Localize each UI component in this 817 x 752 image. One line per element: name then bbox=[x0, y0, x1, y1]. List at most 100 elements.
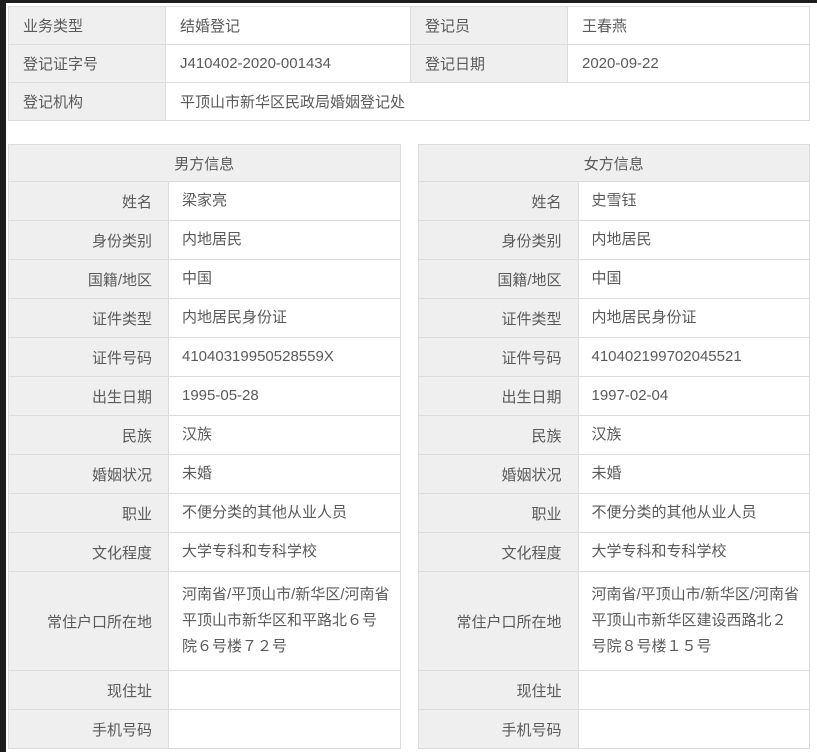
field-label: 民族 bbox=[417, 415, 579, 455]
table-row: 登记证字号 J410402-2020-001434 登记日期 2020-09-2… bbox=[8, 44, 810, 83]
table-row: 常住户口所在地 河南省/平顶山市/新华区/河南省平顶山市新华区建设西路北２号院８… bbox=[417, 571, 810, 671]
field-value: 史雪钰 bbox=[577, 181, 810, 221]
field-value: 中国 bbox=[168, 259, 401, 299]
field-label: 登记证字号 bbox=[8, 44, 166, 83]
table-row: 业务类型 结婚登记 登记员 王春燕 bbox=[8, 6, 810, 45]
field-value: 内地居民 bbox=[577, 220, 810, 260]
field-label: 证件类型 bbox=[417, 298, 579, 338]
field-label: 身份类别 bbox=[8, 220, 169, 260]
field-label: 职业 bbox=[8, 493, 169, 533]
screenshot-left-edge bbox=[0, 0, 6, 752]
field-value: 汉族 bbox=[577, 415, 810, 455]
field-value: 结婚登记 bbox=[165, 6, 411, 45]
field-value: 河南省/平顶山市/新华区/河南省平顶山市新华区建设西路北２号院８号楼１５号 bbox=[577, 571, 810, 671]
field-value: 41040319950528559X bbox=[168, 337, 401, 377]
field-value: 平顶山市新华区民政局婚姻登记处 bbox=[165, 82, 810, 121]
table-row: 女方信息 bbox=[417, 144, 810, 182]
table-row: 民族 汉族 bbox=[8, 415, 401, 455]
field-value: 王春燕 bbox=[567, 6, 810, 45]
field-value: 1997-02-04 bbox=[577, 376, 810, 416]
field-label: 婚姻状况 bbox=[8, 454, 169, 494]
table-row: 现住址 bbox=[417, 670, 810, 710]
field-label: 登记日期 bbox=[410, 44, 568, 83]
table-row: 证件号码 41040319950528559X bbox=[8, 337, 401, 377]
field-label: 证件号码 bbox=[417, 337, 579, 377]
field-value: 大学专科和专科学校 bbox=[577, 532, 810, 572]
table-row: 男方信息 bbox=[8, 144, 401, 182]
field-value bbox=[577, 709, 810, 749]
field-label: 手机号码 bbox=[8, 709, 169, 749]
table-row: 文化程度 大学专科和专科学校 bbox=[8, 532, 401, 572]
table-row: 国籍/地区 中国 bbox=[417, 259, 810, 299]
person-table-title: 女方信息 bbox=[417, 144, 810, 182]
table-row: 手机号码 bbox=[8, 709, 401, 749]
table-row: 姓名 史雪钰 bbox=[417, 181, 810, 221]
field-label: 登记机构 bbox=[8, 82, 166, 121]
field-value: 河南省/平顶山市/新华区/河南省平顶山市新华区和平路北６号院６号楼７２号 bbox=[168, 571, 401, 671]
table-row: 身份类别 内地居民 bbox=[8, 220, 401, 260]
field-value: 不便分类的其他从业人员 bbox=[577, 493, 810, 533]
table-row: 婚姻状况 未婚 bbox=[8, 454, 401, 494]
field-value bbox=[577, 670, 810, 710]
table-row: 国籍/地区 中国 bbox=[8, 259, 401, 299]
field-value: 1995-05-28 bbox=[168, 376, 401, 416]
person-table-title: 男方信息 bbox=[8, 144, 401, 182]
field-value bbox=[168, 670, 401, 710]
table-row: 证件号码 410402199702045521 bbox=[417, 337, 810, 377]
table-row: 出生日期 1997-02-04 bbox=[417, 376, 810, 416]
table-row: 证件类型 内地居民身份证 bbox=[417, 298, 810, 338]
field-value: 梁家亮 bbox=[168, 181, 401, 221]
field-label: 现住址 bbox=[417, 670, 579, 710]
field-label: 证件类型 bbox=[8, 298, 169, 338]
table-row: 手机号码 bbox=[417, 709, 810, 749]
field-label: 职业 bbox=[417, 493, 579, 533]
female-info-table: 女方信息 姓名 史雪钰 身份类别 内地居民 国籍/地区 中国 证件类型 内地居民… bbox=[417, 144, 811, 749]
field-value: 410402199702045521 bbox=[577, 337, 810, 377]
table-row: 民族 汉族 bbox=[417, 415, 810, 455]
field-label: 现住址 bbox=[8, 670, 169, 710]
field-label: 文化程度 bbox=[417, 532, 579, 572]
field-label: 婚姻状况 bbox=[417, 454, 579, 494]
field-label: 业务类型 bbox=[8, 6, 166, 45]
field-label: 身份类别 bbox=[417, 220, 579, 260]
table-row: 身份类别 内地居民 bbox=[417, 220, 810, 260]
field-value: 内地居民身份证 bbox=[577, 298, 810, 338]
table-row: 婚姻状况 未婚 bbox=[417, 454, 810, 494]
field-value: 2020-09-22 bbox=[567, 44, 810, 83]
field-label: 民族 bbox=[8, 415, 169, 455]
field-value: 未婚 bbox=[168, 454, 401, 494]
field-value: 内地居民身份证 bbox=[168, 298, 401, 338]
screenshot-top-edge bbox=[0, 0, 817, 3]
field-value: 未婚 bbox=[577, 454, 810, 494]
field-label: 登记员 bbox=[410, 6, 568, 45]
table-row: 出生日期 1995-05-28 bbox=[8, 376, 401, 416]
table-row: 职业 不便分类的其他从业人员 bbox=[8, 493, 401, 533]
table-row: 登记机构 平顶山市新华区民政局婚姻登记处 bbox=[8, 82, 810, 121]
field-value: J410402-2020-001434 bbox=[165, 44, 411, 83]
field-label: 出生日期 bbox=[417, 376, 579, 416]
table-row: 姓名 梁家亮 bbox=[8, 181, 401, 221]
field-value: 不便分类的其他从业人员 bbox=[168, 493, 401, 533]
male-info-table: 男方信息 姓名 梁家亮 身份类别 内地居民 国籍/地区 中国 证件类型 内地居民… bbox=[8, 144, 401, 749]
table-row: 常住户口所在地 河南省/平顶山市/新华区/河南省平顶山市新华区和平路北６号院６号… bbox=[8, 571, 401, 671]
field-label: 文化程度 bbox=[8, 532, 169, 572]
field-label: 常住户口所在地 bbox=[417, 571, 579, 671]
field-label: 姓名 bbox=[8, 181, 169, 221]
field-label: 出生日期 bbox=[8, 376, 169, 416]
field-label: 手机号码 bbox=[417, 709, 579, 749]
field-value: 内地居民 bbox=[168, 220, 401, 260]
field-value: 大学专科和专科学校 bbox=[168, 532, 401, 572]
field-label: 国籍/地区 bbox=[8, 259, 169, 299]
table-row: 证件类型 内地居民身份证 bbox=[8, 298, 401, 338]
table-row: 职业 不便分类的其他从业人员 bbox=[417, 493, 810, 533]
field-label: 证件号码 bbox=[8, 337, 169, 377]
field-label: 国籍/地区 bbox=[417, 259, 579, 299]
table-row: 现住址 bbox=[8, 670, 401, 710]
field-value: 中国 bbox=[577, 259, 810, 299]
registration-summary-table: 业务类型 结婚登记 登记员 王春燕 登记证字号 J410402-2020-001… bbox=[8, 6, 810, 121]
field-value: 汉族 bbox=[168, 415, 401, 455]
field-label: 姓名 bbox=[417, 181, 579, 221]
person-tables-container: 男方信息 姓名 梁家亮 身份类别 内地居民 国籍/地区 中国 证件类型 内地居民… bbox=[8, 144, 810, 749]
table-row: 文化程度 大学专科和专科学校 bbox=[417, 532, 810, 572]
field-value bbox=[168, 709, 401, 749]
